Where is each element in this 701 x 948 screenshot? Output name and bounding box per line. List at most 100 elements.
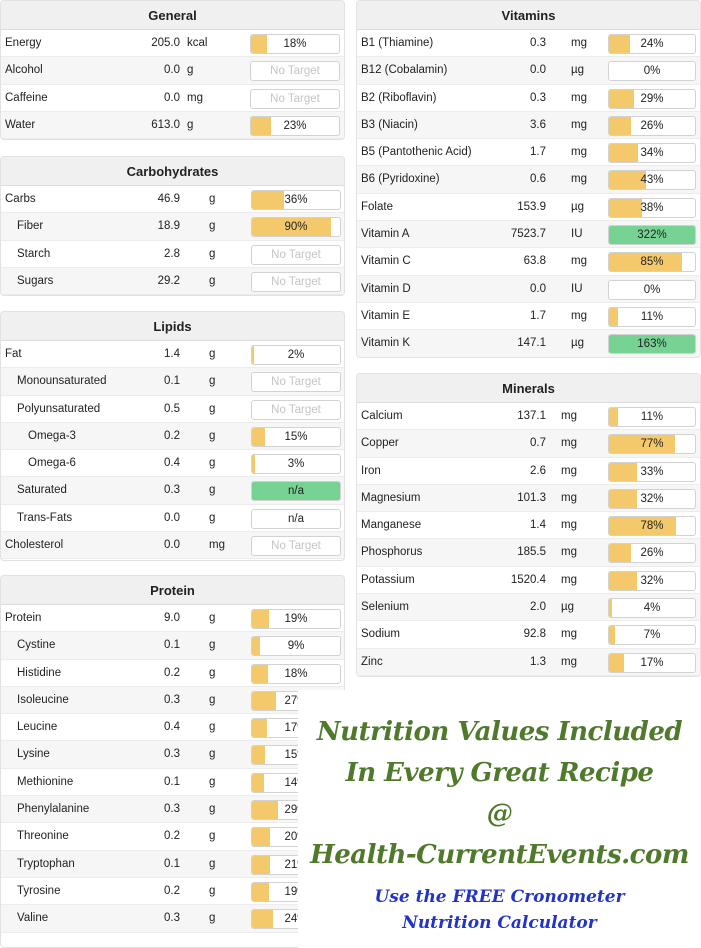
- nutrient-row-cholesterol[interactable]: Cholesterol 0.0 mg No Target: [1, 532, 344, 560]
- nutrient-row-calcium[interactable]: Calcium 137.1 mg 11%: [357, 403, 700, 431]
- nutrient-amount: 0.5: [164, 402, 180, 415]
- nutrient-row-monounsaturated[interactable]: Monounsaturated 0.1 g No Target: [1, 368, 344, 396]
- nutrient-row-omega-3[interactable]: Omega-3 0.2 g 15%: [1, 422, 344, 451]
- nutrient-row-vitamin-c[interactable]: Vitamin C 63.8 mg 85%: [357, 248, 700, 276]
- nutrient-row-vitamin-d[interactable]: Vitamin D 0.0 IU 0%: [357, 275, 700, 303]
- progress-fill: [252, 664, 268, 683]
- target-progress-bar: 0%: [608, 279, 696, 300]
- nutrient-row-carbs[interactable]: Carbs 46.9 g 36%: [1, 186, 344, 214]
- nutrient-name: Manganese: [361, 519, 422, 532]
- nutrient-name: Vitamin E: [361, 309, 411, 322]
- progress-percent: n/a: [288, 485, 304, 498]
- nutrient-unit: g: [209, 220, 216, 233]
- target-progress-bar: No Target: [250, 88, 340, 109]
- vitamins-panel: Vitamins B1 (Thiamine) 0.3 mg 24% B12 (Cobal…: [356, 0, 701, 358]
- target-progress-bar: 11%: [608, 407, 696, 427]
- nutrient-unit: g: [209, 639, 216, 652]
- nutrient-amount: 101.3: [517, 491, 546, 504]
- nutrient-row-copper[interactable]: Copper 0.7 mg 77%: [357, 430, 700, 458]
- nutrient-amount: 18.9: [157, 220, 180, 233]
- nutrient-amount: 29.2: [157, 274, 180, 287]
- progress-fill: [609, 599, 613, 618]
- nutrient-row-fiber[interactable]: Fiber 18.9 g 90%: [1, 213, 344, 241]
- nutrient-row-fat[interactable]: Fat 1.4 g 2%: [1, 341, 344, 369]
- nutrient-row-manganese[interactable]: Manganese 1.4 mg 78%: [357, 512, 700, 540]
- nutrient-amount: 613.0: [151, 118, 180, 131]
- target-progress-bar: 85%: [608, 252, 696, 273]
- nutrient-name: Sodium: [361, 628, 400, 641]
- promo-website[interactable]: Health-CurrentEvents.com: [310, 840, 689, 870]
- progress-fill: [609, 35, 630, 53]
- progress-percent: 18%: [284, 667, 308, 680]
- progress-percent: 0%: [643, 65, 661, 78]
- nutrient-row-selenium[interactable]: Selenium 2.0 µg 4%: [357, 594, 700, 622]
- nutrient-row-valine[interactable]: Valine 0.3 g 24%: [1, 905, 344, 933]
- progress-fill: [252, 855, 271, 874]
- nutrient-row-vitamin-e[interactable]: Vitamin E 1.7 mg 11%: [357, 303, 700, 331]
- nutrient-row-phosphorus[interactable]: Phosphorus 185.5 mg 26%: [357, 539, 700, 567]
- nutrient-row-tyrosine[interactable]: Tyrosine 0.2 g 19%: [1, 878, 344, 906]
- progress-percent: 26%: [640, 119, 664, 132]
- nutrient-row-sugars[interactable]: Sugars 29.2 g No Target: [1, 267, 344, 295]
- nutrient-row-alcohol[interactable]: Alcohol 0.0 g No Target: [1, 57, 344, 85]
- nutrient-row-saturated[interactable]: Saturated 0.3 g n/a: [1, 477, 344, 505]
- protein-rows: Protein 9.0 g 19% Cystine 0.1 g 9% Histidine 0.2 g…: [1, 605, 344, 933]
- nutrient-row-phenylalanine[interactable]: Phenylalanine 0.3 g 29%: [1, 796, 344, 824]
- nutrient-row-b6-pyridoxine[interactable]: B6 (Pyridoxine) 0.6 mg 43%: [357, 166, 700, 194]
- nutrient-row-b3-niacin[interactable]: B3 (Niacin) 3.6 mg 26%: [357, 111, 700, 140]
- progress-fill: [609, 171, 646, 190]
- nutrient-row-zinc[interactable]: Zinc 1.3 mg 17%: [357, 648, 700, 676]
- nutrient-name: Cystine: [17, 639, 56, 652]
- progress-percent: 33%: [640, 465, 664, 478]
- nutrient-row-lysine[interactable]: Lysine 0.3 g 15%: [1, 741, 344, 769]
- progress-percent: 23%: [283, 119, 307, 132]
- progress-percent: 26%: [640, 547, 664, 560]
- nutrient-row-b12-cobalamin[interactable]: B12 (Cobalamin) 0.0 µg 0%: [357, 57, 700, 85]
- nutrient-amount: 0.1: [164, 375, 180, 388]
- nutrient-row-folate[interactable]: Folate 153.9 µg 38%: [357, 194, 700, 222]
- nutrient-row-threonine[interactable]: Threonine 0.2 g 20%: [1, 823, 344, 851]
- progress-percent: No Target: [271, 248, 321, 261]
- nutrient-unit: g: [187, 118, 194, 131]
- nutrient-row-vitamin-a[interactable]: Vitamin A 7523.7 IU 322%: [357, 221, 700, 249]
- nutrient-row-magnesium[interactable]: Magnesium 101.3 mg 32%: [357, 484, 700, 513]
- nutrient-row-omega-6[interactable]: Omega-6 0.4 g 3%: [1, 450, 344, 478]
- nutrient-row-leucine[interactable]: Leucine 0.4 g 17%: [1, 714, 344, 742]
- nutrient-name: Energy: [5, 37, 42, 49]
- progress-fill: [609, 144, 639, 163]
- nutrient-name: Phenylalanine: [17, 803, 90, 816]
- nutrient-row-trans-fats[interactable]: Trans-Fats 0.0 g n/a: [1, 505, 344, 533]
- nutrient-row-b2-riboflavin[interactable]: B2 (Riboflavin) 0.3 mg 29%: [357, 85, 700, 112]
- nutrient-row-tryptophan[interactable]: Tryptophan 0.1 g 21%: [1, 850, 344, 878]
- nutrient-row-vitamin-k[interactable]: Vitamin K 147.1 µg 163%: [357, 330, 700, 357]
- nutrient-amount: 1.4: [164, 348, 180, 360]
- promo-cta-line-1[interactable]: Use the FREE Cronometer: [374, 887, 625, 907]
- nutrient-row-isoleucine[interactable]: Isoleucine 0.3 g 27%: [1, 686, 344, 715]
- nutrient-row-water[interactable]: Water 613.0 g 23%: [1, 111, 344, 139]
- progress-fill: [252, 482, 340, 501]
- promo-cta-line-2[interactable]: Nutrition Calculator: [402, 913, 597, 933]
- nutrient-row-b1-thiamine[interactable]: B1 (Thiamine) 0.3 mg 24%: [357, 30, 700, 58]
- nutrient-amount: 0.4: [164, 721, 180, 734]
- nutrient-amount: 0.2: [164, 429, 180, 442]
- nutrient-row-histidine[interactable]: Histidine 0.2 g 18%: [1, 660, 344, 687]
- progress-percent: 11%: [640, 310, 664, 323]
- nutrient-row-protein[interactable]: Protein 9.0 g 19%: [1, 605, 344, 633]
- general-panel: General Energy 205.0 kcal 18% Alcohol 0.0 g No …: [0, 0, 345, 140]
- progress-percent: 0%: [643, 283, 661, 296]
- nutrient-row-sodium[interactable]: Sodium 92.8 mg 7%: [357, 621, 700, 649]
- nutrient-row-iron[interactable]: Iron 2.6 mg 33%: [357, 458, 700, 485]
- nutrient-row-energy[interactable]: Energy 205.0 kcal 18%: [1, 30, 344, 58]
- progress-percent: n/a: [288, 512, 304, 525]
- nutrient-row-polyunsaturated[interactable]: Polyunsaturated 0.5 g No Target: [1, 396, 344, 423]
- nutrient-row-cystine[interactable]: Cystine 0.1 g 9%: [1, 632, 344, 660]
- nutrient-unit: g: [209, 457, 216, 470]
- nutrient-row-b5-pantothenic-acid[interactable]: B5 (Pantothenic Acid) 1.7 mg 34%: [357, 139, 700, 167]
- nutrient-row-caffeine[interactable]: Caffeine 0.0 mg No Target: [1, 85, 344, 112]
- nutrient-name: Magnesium: [361, 491, 421, 504]
- nutrient-row-starch[interactable]: Starch 2.8 g No Target: [1, 241, 344, 268]
- nutrient-row-potassium[interactable]: Potassium 1520.4 mg 32%: [357, 567, 700, 595]
- nutrient-row-methionine[interactable]: Methionine 0.1 g 14%: [1, 769, 344, 797]
- carbohydrates-panel: Carbohydrates Carbs 46.9 g 36% Fiber 18.9 g 90%…: [0, 156, 345, 296]
- nutrient-name: Monounsaturated: [17, 375, 107, 388]
